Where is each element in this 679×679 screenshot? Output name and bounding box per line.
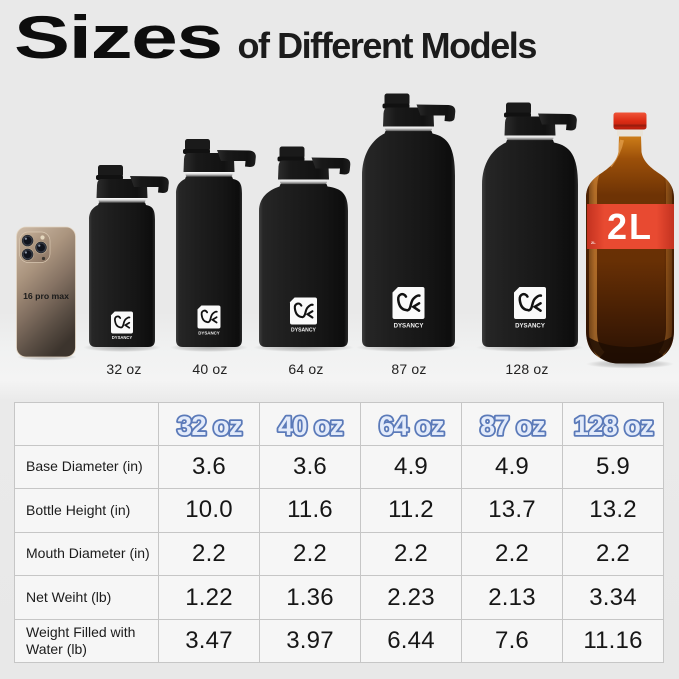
svg-text:DYSANCY: DYSANCY [112,335,133,340]
svg-text:87 oz: 87 oz [479,411,544,441]
svg-text:128 oz: 128 oz [573,411,653,441]
svg-text:DYSANCY: DYSANCY [198,331,220,336]
svg-text:16 pro max: 16 pro max [23,291,69,301]
svg-text:DYSANCY: DYSANCY [291,328,317,334]
svg-text:2L: 2L [607,206,653,247]
svg-text:40 oz: 40 oz [277,411,342,441]
svg-text:DYSANCY: DYSANCY [394,322,424,329]
svg-text:DYSANCY: DYSANCY [515,322,545,329]
svg-text:64 oz: 64 oz [378,411,443,441]
svg-text:2L: 2L [591,240,596,245]
svg-text:32 oz: 32 oz [176,411,241,441]
